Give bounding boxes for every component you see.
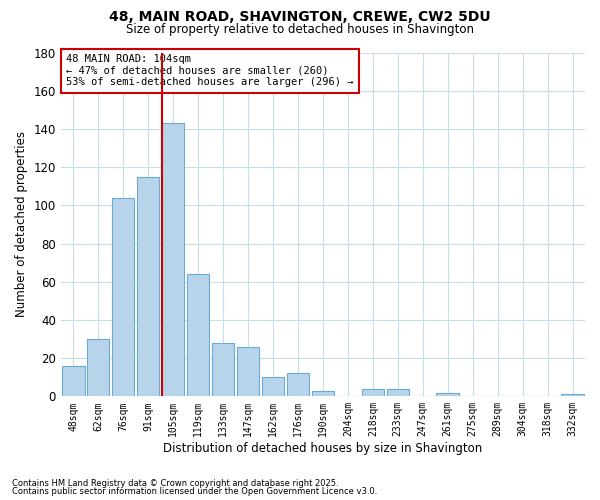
Bar <box>262 377 284 396</box>
Bar <box>237 346 259 397</box>
Bar <box>62 366 85 396</box>
Text: 48, MAIN ROAD, SHAVINGTON, CREWE, CW2 5DU: 48, MAIN ROAD, SHAVINGTON, CREWE, CW2 5D… <box>109 10 491 24</box>
Bar <box>386 388 409 396</box>
Bar <box>362 388 384 396</box>
Bar <box>187 274 209 396</box>
Text: Contains HM Land Registry data © Crown copyright and database right 2025.: Contains HM Land Registry data © Crown c… <box>12 478 338 488</box>
Bar <box>561 394 584 396</box>
Bar <box>162 123 184 396</box>
Text: Contains public sector information licensed under the Open Government Licence v3: Contains public sector information licen… <box>12 487 377 496</box>
X-axis label: Distribution of detached houses by size in Shavington: Distribution of detached houses by size … <box>163 442 482 455</box>
Text: Size of property relative to detached houses in Shavington: Size of property relative to detached ho… <box>126 22 474 36</box>
Bar <box>436 392 459 396</box>
Bar <box>287 374 309 396</box>
Bar <box>212 343 234 396</box>
Y-axis label: Number of detached properties: Number of detached properties <box>15 132 28 318</box>
Bar <box>112 198 134 396</box>
Bar <box>87 339 109 396</box>
Text: 48 MAIN ROAD: 104sqm
← 47% of detached houses are smaller (260)
53% of semi-deta: 48 MAIN ROAD: 104sqm ← 47% of detached h… <box>66 54 353 88</box>
Bar <box>137 176 160 396</box>
Bar <box>311 390 334 396</box>
